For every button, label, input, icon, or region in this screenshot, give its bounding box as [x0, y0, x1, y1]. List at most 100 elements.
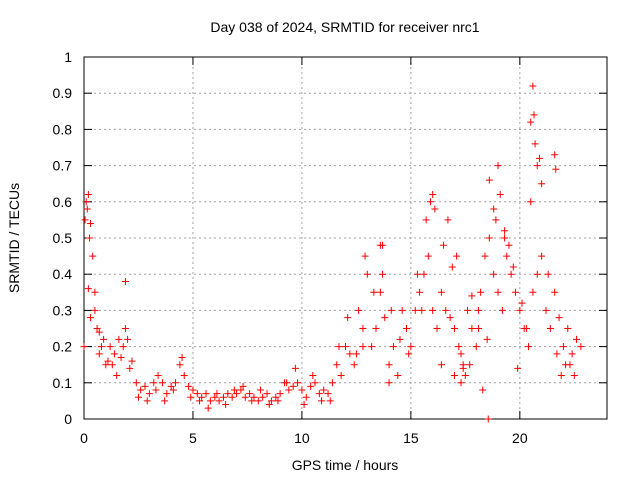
data-point [328, 379, 336, 387]
data-point [498, 306, 506, 314]
data-point [154, 372, 162, 380]
data-point [527, 118, 535, 126]
data-point [403, 325, 411, 332]
y-tick-label: 0.3 [53, 302, 73, 318]
y-tick-label: 0.4 [53, 266, 73, 282]
data-point [141, 382, 149, 390]
y-tick-label: 0.8 [53, 121, 73, 137]
data-point [376, 288, 384, 296]
data-point [84, 285, 92, 293]
data-point [426, 198, 434, 206]
data-point [572, 335, 580, 343]
data-point [307, 382, 315, 390]
data-point [259, 393, 267, 401]
y-tick-label: 0.1 [53, 375, 73, 391]
data-point [387, 306, 395, 314]
data-point [490, 205, 498, 213]
data-point [466, 361, 474, 369]
data-point [167, 382, 175, 390]
data-point [422, 216, 430, 224]
data-point [530, 111, 538, 119]
data-point [459, 364, 467, 372]
data-point [237, 386, 245, 394]
data-point [507, 270, 515, 278]
data-point [551, 288, 559, 296]
data-point [85, 234, 93, 242]
data-point [492, 216, 500, 224]
data-point [355, 306, 363, 314]
data-point [119, 343, 127, 351]
data-point [211, 393, 219, 401]
data-point [555, 314, 563, 322]
data-point [324, 390, 332, 398]
data-point [80, 343, 88, 351]
data-point [485, 176, 493, 184]
x-tick-label: 10 [294, 430, 310, 446]
data-point [265, 401, 273, 409]
data-point [557, 372, 565, 380]
data-point [104, 357, 112, 365]
data-point [511, 288, 519, 296]
data-point [479, 386, 487, 394]
data-point [102, 361, 110, 369]
data-point [161, 397, 169, 405]
data-point [389, 343, 397, 351]
data-point [189, 386, 197, 394]
data-point [411, 306, 419, 314]
data-point [128, 357, 136, 365]
data-point [533, 162, 541, 170]
data-point [490, 270, 498, 278]
data-point [82, 198, 90, 206]
data-point [89, 252, 97, 260]
data-point [81, 216, 89, 224]
data-point [420, 270, 428, 278]
data-point [546, 325, 554, 332]
data-point [442, 306, 450, 314]
data-point [224, 390, 232, 398]
x-tick-labels: 0 5 10 15 20 [80, 430, 528, 446]
data-point [97, 343, 105, 351]
data-point [87, 220, 95, 228]
data-point [276, 390, 284, 398]
data-point [267, 397, 275, 405]
data-point [416, 288, 424, 296]
data-point [121, 325, 129, 332]
data-point [385, 361, 393, 369]
data-point [204, 404, 212, 412]
y-axis-label: SRMTID / TECUs [6, 183, 22, 293]
data-point [446, 314, 454, 322]
data-point [100, 335, 108, 343]
data-points [80, 82, 585, 423]
data-point [318, 397, 326, 405]
data-point [143, 397, 151, 405]
data-point [505, 241, 513, 249]
data-point [294, 379, 302, 387]
data-point [350, 361, 358, 369]
data-point [424, 252, 432, 260]
data-point [87, 314, 95, 322]
data-point [187, 393, 195, 401]
data-point [461, 372, 469, 380]
data-point [180, 372, 188, 380]
grid-lines [84, 57, 607, 419]
data-point [474, 306, 482, 314]
data-point [407, 343, 415, 351]
data-point [222, 401, 230, 409]
y-tick-label: 0.7 [53, 158, 73, 174]
data-point [525, 343, 533, 351]
data-point [132, 379, 140, 387]
data-point [239, 382, 247, 390]
data-point [444, 216, 452, 224]
data-point [551, 151, 559, 159]
data-point [333, 361, 341, 369]
data-point [509, 263, 517, 271]
data-point [311, 379, 319, 387]
data-point [320, 386, 328, 394]
data-point [394, 372, 402, 380]
data-point [250, 393, 258, 401]
y-tick-label: 0.2 [53, 339, 73, 355]
data-point [272, 393, 280, 401]
data-point [559, 343, 567, 351]
data-point [398, 306, 406, 314]
